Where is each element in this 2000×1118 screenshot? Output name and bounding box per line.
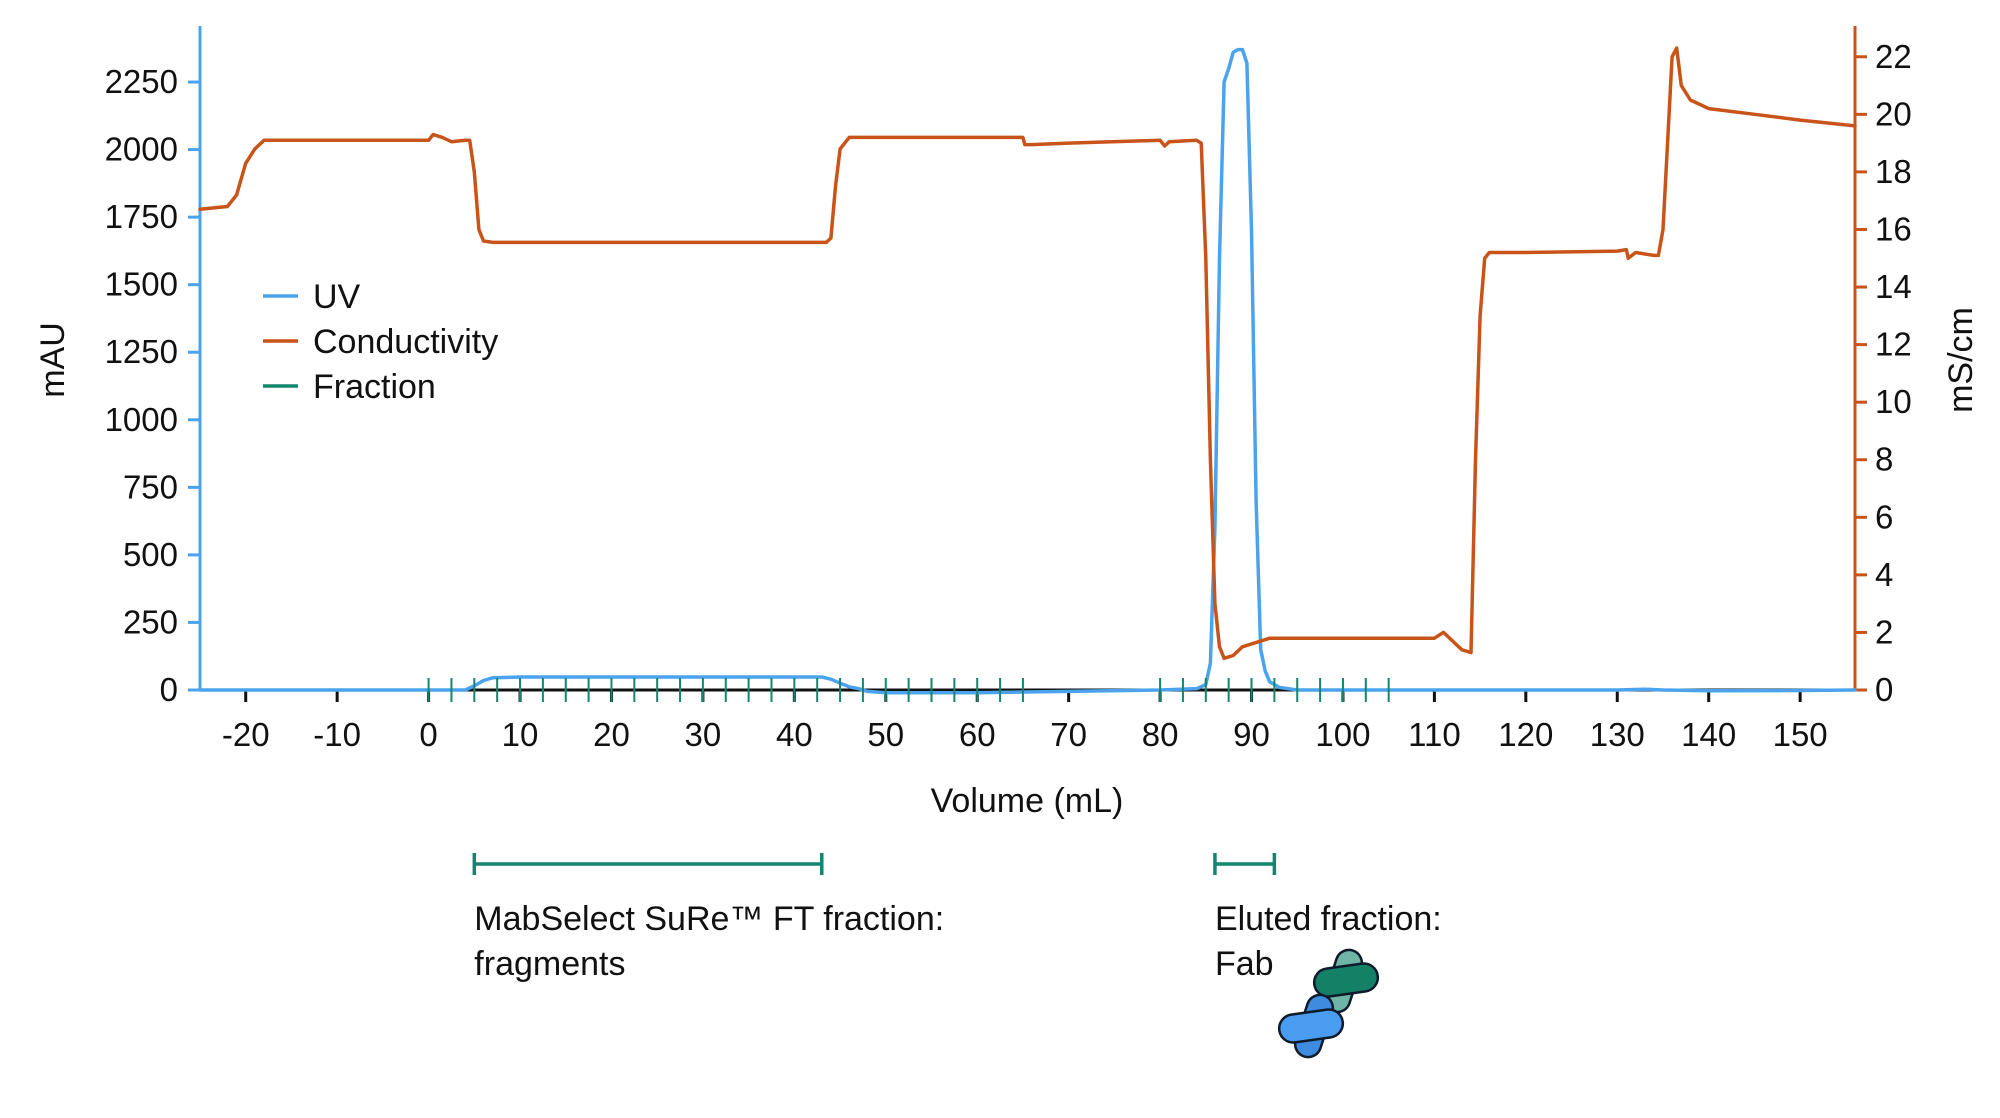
x-tick-label: -20 (222, 716, 270, 753)
x-tick-label: 0 (419, 716, 437, 753)
x-tick-label: 70 (1050, 716, 1087, 753)
left-y-tick-label: 1500 (105, 266, 178, 303)
legend-label: Conductivity (313, 323, 498, 361)
left-y-tick-label: 1750 (105, 198, 178, 235)
annotation-text-line1: MabSelect SuRe™ FT fraction: (474, 900, 944, 938)
left-y-tick-label: 1000 (105, 401, 178, 438)
annotation-text-line2: fragments (474, 945, 625, 983)
right-y-tick-label: 8 (1875, 441, 1893, 478)
axes-group: 0250500750100012501500175020002250024681… (34, 26, 1980, 820)
fab-heavy-chain-blue (1277, 1008, 1345, 1044)
right-y-tick-label: 0 (1875, 671, 1893, 708)
right-y-tick-label: 2 (1875, 613, 1893, 650)
x-tick-label: 40 (776, 716, 813, 753)
x-tick-label: -10 (313, 716, 361, 753)
x-tick-label: 60 (959, 716, 996, 753)
left-y-axis-title: mAU (34, 322, 72, 398)
right-y-tick-label: 16 (1875, 210, 1912, 247)
legend-label: UV (313, 278, 361, 316)
fab-fragment-icon (1277, 948, 1380, 1059)
left-y-tick-label: 2250 (105, 63, 178, 100)
x-tick-label: 50 (867, 716, 904, 753)
x-tick-label: 80 (1142, 716, 1179, 753)
x-tick-label: 90 (1233, 716, 1270, 753)
x-tick-label: 100 (1315, 716, 1370, 753)
x-tick-label: 20 (593, 716, 630, 753)
annotation-text-line2: Fab (1215, 945, 1274, 983)
right-y-tick-label: 14 (1875, 268, 1912, 305)
x-tick-label: 130 (1590, 716, 1645, 753)
x-tick-label: 120 (1498, 716, 1553, 753)
left-y-tick-label: 2000 (105, 131, 178, 168)
right-y-tick-label: 12 (1875, 326, 1912, 363)
fraction-annotations: MabSelect SuRe™ FT fraction: fragments Elu… (472, 853, 1442, 983)
annotation-text-line1: Eluted fraction: (1215, 900, 1442, 938)
right-y-tick-label: 18 (1875, 153, 1912, 190)
left-y-tick-label: 750 (123, 468, 178, 505)
x-tick-label: 140 (1681, 716, 1736, 753)
legend-label: Fraction (313, 368, 436, 406)
x-tick-label: 30 (685, 716, 722, 753)
right-y-tick-label: 22 (1875, 38, 1912, 75)
uv-series-line (198, 47, 1857, 695)
legend: UV Conductivity Fraction (263, 278, 498, 406)
right-y-axis-title: mS/cm (1942, 307, 1980, 413)
fab-heavy-chain-green (1312, 962, 1380, 998)
right-y-tick-label: 6 (1875, 498, 1893, 535)
x-tick-label: 110 (1408, 716, 1461, 753)
right-y-tick-label: 10 (1875, 383, 1912, 420)
x-axis-title: Volume (mL) (931, 782, 1124, 820)
x-tick-label: 10 (502, 716, 539, 753)
right-y-tick-label: 4 (1875, 556, 1893, 593)
series-group (198, 46, 1857, 702)
left-y-tick-label: 0 (160, 671, 178, 708)
left-y-tick-label: 250 (123, 603, 178, 640)
right-y-tick-label: 20 (1875, 95, 1912, 132)
x-tick-label: 150 (1773, 716, 1828, 753)
left-y-tick-label: 1250 (105, 333, 178, 370)
conductivity-series-line (198, 46, 1857, 661)
left-y-tick-label: 500 (123, 536, 178, 573)
